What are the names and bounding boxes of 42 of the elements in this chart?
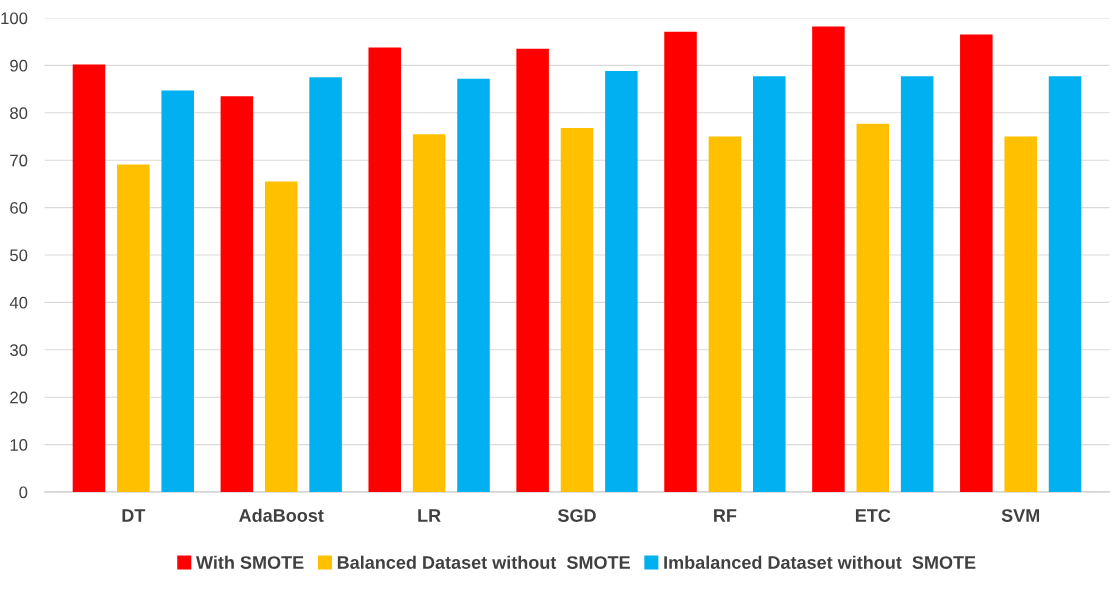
bar <box>161 90 194 492</box>
y-tick-label: 100 <box>1 12 28 25</box>
bar <box>72 64 106 492</box>
x-tick-label: ETC <box>855 509 891 522</box>
x-tick-label: SVM <box>1001 509 1040 522</box>
bar <box>856 123 890 492</box>
y-tick-label: 0 <box>19 486 28 499</box>
bar <box>516 48 549 492</box>
bar <box>368 47 402 492</box>
bar <box>664 31 697 492</box>
x-tick-label: RF <box>714 509 737 522</box>
legend-label: Imbalanced Dataset without SMOTE <box>664 555 976 569</box>
y-tick-label: 10 <box>10 439 28 451</box>
legend-label: With SMOTE <box>196 555 304 569</box>
y-tick-label: 30 <box>10 344 28 356</box>
x-tick-label: SGD <box>557 509 596 522</box>
y-tick-label: 50 <box>10 249 28 262</box>
bar <box>220 96 254 492</box>
bar <box>1048 76 1082 492</box>
y-tick-label: 40 <box>9 296 28 309</box>
bar <box>900 76 934 492</box>
x-tick-label: DT <box>122 509 146 522</box>
x-tick-label: AdaBoost <box>239 508 324 522</box>
bar <box>1004 136 1037 492</box>
y-tick-label: 70 <box>10 154 28 167</box>
y-tick-label: 60 <box>10 202 28 214</box>
bar <box>560 127 594 492</box>
bar <box>812 26 845 492</box>
bar <box>117 164 150 492</box>
bar <box>753 76 786 492</box>
bar <box>708 136 742 492</box>
bar <box>412 134 446 492</box>
y-tick-label: 80 <box>10 107 28 119</box>
bar <box>457 78 490 492</box>
x-tick-label: LR <box>418 509 441 522</box>
bar <box>264 181 298 492</box>
bar <box>960 34 993 492</box>
bar <box>309 77 342 492</box>
bar <box>605 71 638 492</box>
legend-label: Balanced Dataset without SMOTE <box>337 555 630 569</box>
y-tick-label: 20 <box>10 391 28 404</box>
y-tick-label: 90 <box>10 59 28 72</box>
